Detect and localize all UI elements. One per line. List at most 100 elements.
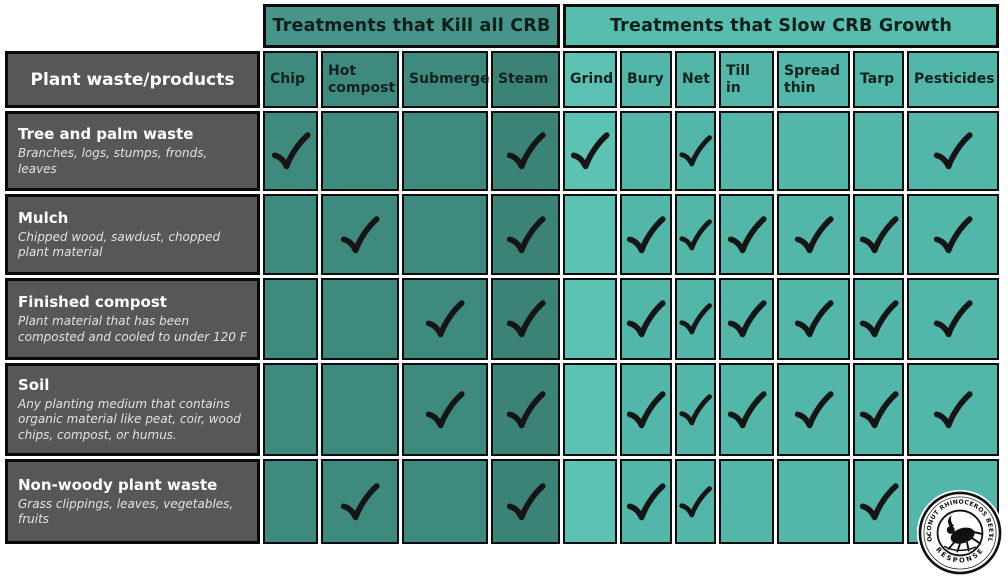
check-icon: [933, 132, 973, 170]
slow-treatments-banner: Treatments that Slow CRB Growth: [563, 4, 999, 48]
cell-finished-compost-net: [675, 278, 716, 360]
check-icon: [679, 135, 712, 167]
cell-finished-compost-submerge: [402, 278, 488, 360]
cell-mulch-tarp: [853, 194, 904, 275]
cell-tree-and-palm-waste-net: [675, 111, 716, 191]
row-title: Finished compost: [18, 293, 167, 312]
beetle-illustration: [943, 515, 983, 553]
check-icon: [727, 300, 767, 338]
check-icon: [626, 390, 666, 428]
column-header-till-in: Till in: [719, 51, 774, 108]
cell-finished-compost-tarp: [853, 278, 904, 360]
check-icon: [933, 300, 973, 338]
column-header-bury: Bury: [620, 51, 672, 108]
cell-mulch-till-in: [719, 194, 774, 275]
row-description: Grass clippings, leaves, vegetables, fru…: [18, 496, 234, 526]
cell-tree-and-palm-waste-grind: [563, 111, 617, 191]
cell-finished-compost-bury: [620, 278, 672, 360]
cell-soil-hot-compost: [321, 363, 399, 456]
column-header-hot-compost: Hot compost: [321, 51, 399, 108]
row-description: Any planting medium that contains organi…: [18, 396, 241, 442]
check-icon: [425, 390, 465, 428]
cell-soil-till-in: [719, 363, 774, 456]
check-icon: [340, 482, 380, 520]
cell-finished-compost-hot-compost: [321, 278, 399, 360]
cell-soil-chip: [263, 363, 318, 456]
check-icon: [425, 300, 465, 338]
check-icon: [727, 390, 767, 428]
cell-soil-grind: [563, 363, 617, 456]
row-description: Branches, logs, stumps, fronds, leaves: [18, 146, 208, 176]
check-icon: [626, 215, 666, 253]
cell-tree-and-palm-waste-till-in: [719, 111, 774, 191]
column-header-pesticides: Pesticides: [907, 51, 999, 108]
cell-non-woody-plant-waste-grind: [563, 459, 617, 544]
column-header-tarp: Tarp: [853, 51, 904, 108]
cell-non-woody-plant-waste-chip: [263, 459, 318, 544]
check-icon: [679, 218, 712, 250]
cell-finished-compost-steam: [491, 278, 560, 360]
column-header-submerge: Submerge: [402, 51, 490, 108]
row-title: Mulch: [18, 208, 69, 227]
cell-mulch-grind: [563, 194, 617, 275]
cell-mulch-steam: [491, 194, 560, 275]
check-icon: [794, 390, 834, 428]
row-header-plant-waste-products: Plant waste/products: [5, 51, 260, 108]
cell-mulch-hot-compost: [321, 194, 399, 275]
logo-middle-ring: [923, 496, 997, 570]
cell-tree-and-palm-waste-chip: [263, 111, 318, 191]
row-title: Soil: [18, 375, 50, 394]
check-icon: [626, 300, 666, 338]
column-header-spread-thin: Spread thin: [777, 51, 850, 108]
check-icon: [679, 303, 712, 335]
cell-tree-and-palm-waste-tarp: [853, 111, 904, 191]
crb-response-logo: COCONUT RHINOCEROS BEETLE RESPONSE: [916, 489, 1004, 577]
row-label-soil: Soil Any planting medium that contains or…: [5, 363, 260, 456]
check-icon: [340, 215, 380, 253]
check-icon: [933, 390, 973, 428]
cell-tree-and-palm-waste-spread-thin: [777, 111, 850, 191]
check-icon: [859, 482, 899, 520]
cell-mulch-submerge: [402, 194, 488, 275]
treatment-table: Treatments that Kill all CRB Treatments …: [5, 4, 999, 544]
cell-non-woody-plant-waste-hot-compost: [321, 459, 399, 544]
logo-outer-ring: [918, 491, 1002, 575]
cell-tree-and-palm-waste-submerge: [402, 111, 488, 191]
cell-soil-spread-thin: [777, 363, 850, 456]
check-icon: [859, 300, 899, 338]
check-icon: [933, 215, 973, 253]
cell-finished-compost-chip: [263, 278, 318, 360]
row-label-finished-compost: Finished compost Plant material that has …: [5, 278, 260, 360]
check-icon: [271, 132, 311, 170]
row-label-tree-and-palm-waste: Tree and palm waste Branches, logs, stump…: [5, 111, 260, 191]
cell-tree-and-palm-waste-steam: [491, 111, 560, 191]
column-header-net: Net: [675, 51, 716, 108]
cell-finished-compost-grind: [563, 278, 617, 360]
check-icon: [679, 393, 712, 425]
logo-left-dot: [928, 534, 931, 537]
check-icon: [794, 300, 834, 338]
cell-soil-tarp: [853, 363, 904, 456]
cell-tree-and-palm-waste-pesticides: [907, 111, 999, 191]
row-label-non-woody-plant-waste: Non-woody plant waste Grass clippings, le…: [5, 459, 260, 544]
check-icon: [506, 215, 546, 253]
row-title: Tree and palm waste: [18, 125, 194, 144]
check-icon: [794, 215, 834, 253]
cell-tree-and-palm-waste-hot-compost: [321, 111, 399, 191]
column-header-chip: Chip: [263, 51, 318, 108]
cell-non-woody-plant-waste-submerge: [402, 459, 488, 544]
check-icon: [506, 132, 546, 170]
cell-mulch-pesticides: [907, 194, 999, 275]
cell-soil-submerge: [402, 363, 488, 456]
check-icon: [679, 485, 712, 517]
check-icon: [506, 390, 546, 428]
kill-treatments-banner: Treatments that Kill all CRB: [263, 4, 560, 48]
cell-mulch-bury: [620, 194, 672, 275]
cell-finished-compost-till-in: [719, 278, 774, 360]
check-icon: [727, 215, 767, 253]
logo-inner-ring: [936, 509, 984, 557]
cell-mulch-net: [675, 194, 716, 275]
check-icon: [626, 482, 666, 520]
cell-soil-pesticides: [907, 363, 999, 456]
column-header-grind: Grind: [563, 51, 617, 108]
